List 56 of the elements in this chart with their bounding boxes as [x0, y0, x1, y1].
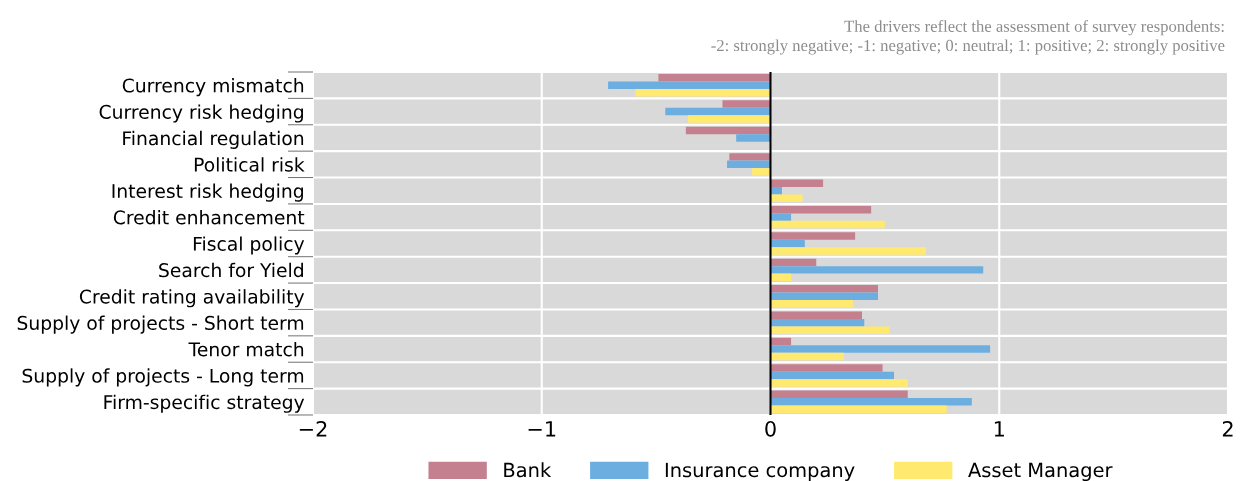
y-tick-label: Supply of projects - Short term	[17, 315, 304, 334]
bar	[727, 160, 771, 169]
bar	[770, 194, 803, 202]
y-tick-label: Fiscal policy	[193, 236, 305, 255]
y-tick-label: Currency risk hedging	[99, 104, 303, 123]
text: The drivers reflect the assessment of survey respondents: -2: strongly negative; -1: negative; 0: neutral; 1: positive; 2: strongly positive	[711, 20, 1225, 55]
x-tick-label: 2	[1222, 420, 1233, 437]
bar	[770, 364, 883, 372]
x-tick-label: −2	[299, 420, 327, 437]
bar	[770, 405, 947, 414]
bar	[770, 318, 865, 327]
bar	[770, 179, 824, 187]
bar	[770, 390, 908, 399]
legend-label: Bank	[504, 462, 552, 478]
bar	[770, 213, 792, 221]
legend-label: Asset Manager	[968, 462, 1113, 481]
bar	[770, 247, 927, 255]
bar	[770, 379, 908, 387]
y-tick-label: Tenor match	[188, 341, 304, 357]
bar	[770, 371, 895, 380]
bar	[770, 292, 879, 301]
bar	[770, 232, 856, 240]
y-tick-label: Currency mismatch	[122, 78, 304, 97]
bar	[770, 345, 991, 353]
y-tick-label: Search for Yield	[159, 262, 303, 278]
legend-label: Insurance company	[665, 462, 855, 481]
bar	[770, 239, 805, 248]
bar	[608, 81, 771, 89]
x-tick-label: 0	[765, 420, 776, 437]
y-tick-label: Credit enhancement	[113, 209, 305, 225]
bar	[770, 266, 984, 274]
bar	[770, 300, 853, 308]
bar	[770, 220, 885, 229]
bar	[635, 88, 771, 97]
bar	[736, 134, 771, 142]
y-tick-label: Interest risk hedging	[112, 183, 303, 202]
bar	[685, 126, 771, 135]
y-tick-label: Firm-specific strategy	[104, 394, 305, 413]
bar	[658, 73, 771, 82]
x-tick-label: 1	[994, 421, 1004, 437]
y-tick-label: Financial regulation	[123, 130, 304, 149]
bar	[770, 326, 890, 334]
y-tick-label: Political risk	[194, 157, 305, 172]
y-tick-label: Credit rating availability	[79, 289, 305, 308]
bar	[770, 285, 879, 293]
y-tick-label: Supply of projects - Long term	[22, 368, 304, 387]
bar	[770, 258, 817, 267]
bar	[770, 205, 872, 214]
x-tick-label: −1	[528, 421, 556, 437]
bar	[770, 398, 972, 406]
bar	[722, 100, 771, 108]
bar	[770, 311, 862, 319]
bar	[770, 352, 844, 361]
bar	[688, 115, 771, 123]
bar	[665, 107, 771, 116]
bar	[729, 153, 771, 161]
